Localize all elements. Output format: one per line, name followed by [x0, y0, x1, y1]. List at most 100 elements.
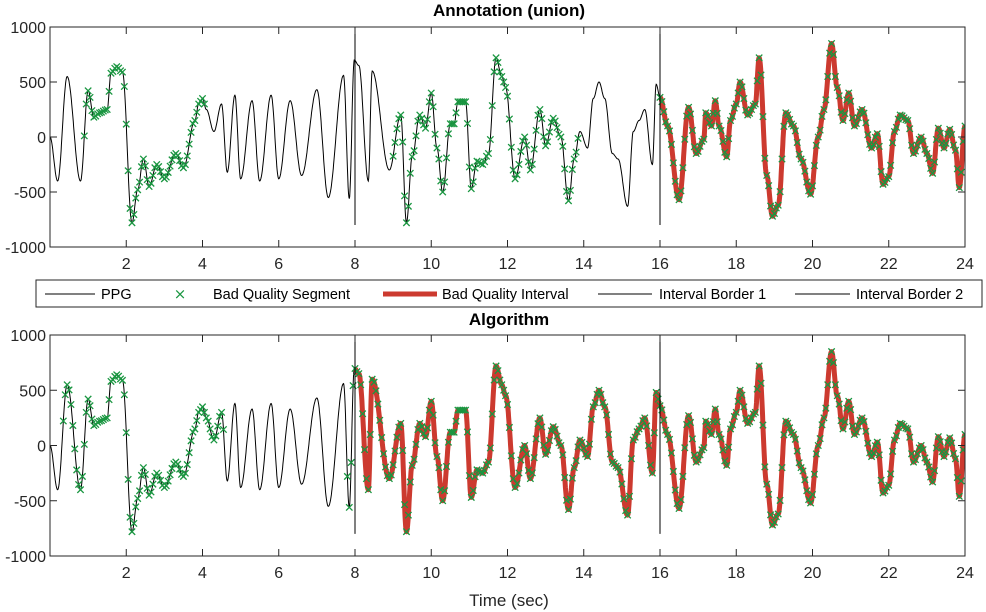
segment-marker	[822, 404, 830, 412]
segment-marker	[761, 463, 769, 471]
segment-marker	[841, 418, 849, 426]
segment-marker	[410, 455, 418, 463]
segment-marker	[601, 403, 609, 411]
segment-marker	[671, 177, 679, 185]
segment-marker	[801, 476, 809, 484]
segment-marker	[728, 421, 737, 429]
segment-marker	[917, 441, 925, 450]
segment-marker	[402, 219, 411, 227]
segment-marker	[164, 477, 172, 485]
segment-marker	[88, 106, 96, 115]
segment-marker	[509, 475, 517, 483]
segment-marker	[907, 141, 916, 149]
x-tick-label: 20	[804, 256, 822, 273]
segment-marker	[448, 120, 456, 128]
segment-marker	[515, 160, 523, 169]
legend-segment-label: Bad Quality Segment	[213, 287, 350, 303]
segment-marker	[684, 103, 693, 111]
segment-marker	[917, 133, 925, 141]
segment-marker	[721, 457, 729, 465]
segment-marker	[757, 71, 765, 79]
x-tick-label: 18	[727, 565, 745, 582]
segment-marker	[675, 196, 683, 204]
segment-marker	[959, 446, 965, 454]
segment-marker	[572, 148, 580, 156]
segment-marker	[940, 144, 948, 152]
segment-marker	[408, 153, 416, 161]
segment-marker	[829, 358, 838, 367]
segment-marker	[726, 425, 735, 433]
segment-marker	[663, 122, 672, 130]
segment-marker	[181, 469, 190, 477]
segment-marker	[892, 432, 901, 440]
segment-marker	[393, 433, 401, 441]
segment-marker	[881, 487, 889, 495]
segment-marker	[132, 503, 140, 511]
segment-marker	[843, 404, 851, 412]
segment-marker	[427, 397, 435, 405]
segment-marker	[551, 117, 559, 125]
segment-marker	[688, 435, 697, 443]
segment-marker	[904, 116, 912, 125]
segment-marker	[181, 160, 190, 169]
segment-marker	[820, 414, 828, 422]
segment-marker	[545, 128, 554, 136]
segment-marker	[799, 467, 807, 475]
segment-marker	[755, 362, 763, 370]
segment-marker	[705, 119, 714, 127]
segment-marker	[641, 414, 649, 422]
segment-marker	[919, 445, 927, 454]
segment-marker	[130, 210, 138, 219]
segment-marker	[391, 138, 399, 147]
panel-title: Annotation (union)	[433, 1, 585, 20]
segment-marker	[854, 114, 862, 122]
segment-marker	[398, 138, 407, 146]
segment-marker	[526, 166, 535, 174]
segment-marker	[734, 89, 742, 97]
segment-marker	[484, 149, 493, 158]
segment-marker	[105, 395, 113, 404]
segment-marker	[553, 123, 561, 132]
segment-marker	[217, 408, 226, 417]
segment-marker	[540, 133, 548, 141]
segment-marker	[459, 406, 468, 414]
segment-marker	[780, 431, 788, 439]
segment-marker	[543, 446, 552, 454]
segment-marker	[84, 395, 92, 403]
segment-marker	[835, 400, 843, 408]
segment-marker	[896, 419, 904, 428]
segment-marker	[852, 119, 861, 128]
x-tick-label: 16	[651, 565, 669, 582]
x-tick-label: 8	[351, 256, 360, 273]
segment-marker	[841, 109, 849, 118]
segment-marker	[501, 392, 510, 400]
segment-marker	[503, 92, 512, 100]
segment-marker	[736, 386, 744, 394]
segment-marker	[166, 162, 174, 170]
segment-marker	[406, 478, 414, 486]
y-tick-label: 0	[37, 439, 46, 456]
segment-marker	[957, 477, 965, 485]
segment-marker	[362, 474, 371, 483]
segment-marker	[452, 417, 460, 425]
segment-marker	[507, 143, 515, 151]
segment-marker	[902, 424, 910, 432]
segment-marker	[469, 486, 477, 495]
segment-marker	[677, 495, 685, 504]
segment-marker	[95, 109, 104, 117]
segment-marker	[210, 436, 218, 444]
segment-marker	[568, 474, 576, 482]
segment-marker	[896, 111, 904, 119]
segment-marker	[128, 528, 136, 536]
segment-marker	[450, 428, 458, 436]
segment-marker	[124, 167, 132, 175]
segment-marker	[627, 455, 636, 463]
segment-marker	[886, 470, 895, 478]
segment-marker	[425, 98, 434, 106]
segment-marker	[770, 518, 779, 526]
segment-marker	[496, 68, 504, 76]
segment-marker	[679, 472, 687, 481]
segment-marker	[536, 105, 544, 114]
segment-marker	[751, 100, 759, 108]
segment-marker	[444, 130, 453, 138]
